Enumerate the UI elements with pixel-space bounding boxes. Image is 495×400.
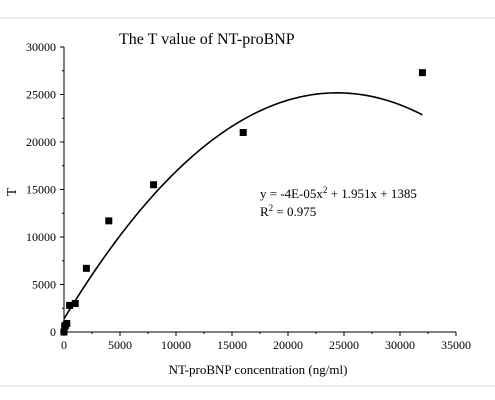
- x-tick-label: 30000: [385, 338, 415, 352]
- r-squared-prefix: R: [260, 204, 269, 219]
- x-tick-label: 15000: [217, 338, 247, 352]
- fit-equation-prefix: y = -4E-05x: [260, 186, 323, 201]
- y-axis-ticks: 0 5000 10000 15000 20000 25000 30000: [26, 40, 64, 339]
- r-squared: R2 = 0.975: [260, 203, 316, 219]
- data-point: [60, 328, 68, 336]
- chart-title: The T value of NT-proBNP: [119, 31, 295, 48]
- r-squared-suffix: = 0.975: [273, 204, 316, 219]
- x-tick-label: 0: [61, 338, 67, 352]
- data-point: [418, 69, 426, 77]
- fit-curve: [63, 92, 423, 320]
- y-tick-label: 30000: [26, 40, 56, 54]
- x-tick-label: 20000: [273, 338, 303, 352]
- fit-equation-suffix: + 1.951x + 1385: [327, 186, 416, 201]
- data-point: [63, 319, 71, 327]
- y-tick-label: 20000: [26, 135, 56, 149]
- x-axis-ticks: 0 5000 10000 15000 20000 25000 30000 35000: [61, 332, 471, 352]
- fit-curve-group: [63, 92, 423, 320]
- y-tick-label: 5000: [32, 278, 56, 292]
- r-squared-sup: 2: [269, 203, 274, 213]
- data-point: [105, 217, 113, 225]
- y-tick-label: 0: [50, 325, 56, 339]
- data-points: [60, 69, 426, 336]
- x-tick-label: 35000: [441, 338, 471, 352]
- x-tick-label: 5000: [108, 338, 132, 352]
- y-tick-label: 15000: [26, 183, 56, 197]
- data-point: [66, 301, 74, 309]
- data-point: [150, 181, 158, 189]
- fit-equation-sup: 2: [323, 185, 328, 195]
- x-axis-label: NT-proBNP concentration (ng/ml): [169, 362, 348, 377]
- x-tick-label: 10000: [161, 338, 191, 352]
- data-point: [239, 129, 247, 136]
- y-tick-label: 25000: [26, 88, 56, 102]
- data-point: [82, 264, 90, 272]
- y-tick-label: 10000: [26, 230, 56, 244]
- fit-equation: y = -4E-05x2 + 1.951x + 1385: [260, 185, 417, 201]
- y-axis-label: T: [5, 187, 20, 196]
- x-tick-label: 25000: [329, 338, 359, 352]
- data-point: [71, 300, 79, 307]
